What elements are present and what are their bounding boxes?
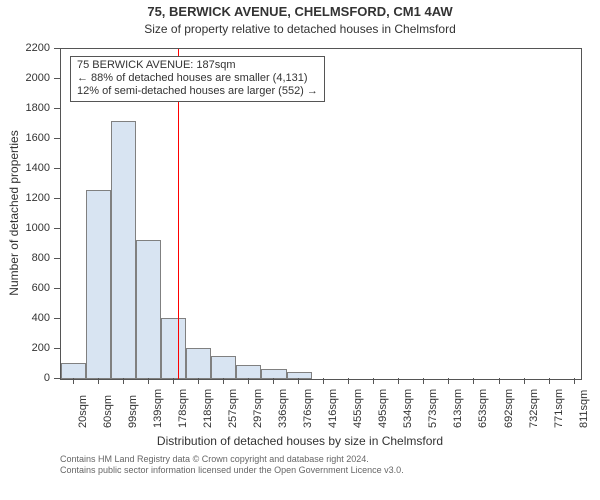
x-tick-label: 336sqm <box>277 389 289 428</box>
annotation-line-2: ← 88% of detached houses are smaller (4,… <box>77 72 318 85</box>
attribution-footer: Contains HM Land Registry data © Crown c… <box>60 454 590 477</box>
y-tick-label: 2000 <box>0 72 50 84</box>
x-tick-label: 218sqm <box>202 389 214 428</box>
x-tick-label: 60sqm <box>102 395 114 428</box>
x-tick <box>198 378 199 384</box>
histogram-bar <box>161 318 186 380</box>
x-tick <box>398 378 399 384</box>
histogram-bar <box>111 121 136 379</box>
x-tick <box>298 378 299 384</box>
histogram-bar <box>186 348 211 380</box>
x-tick-label: 653sqm <box>477 389 489 428</box>
x-tick-label: 416sqm <box>327 389 339 428</box>
x-tick <box>323 378 324 384</box>
y-tick-label: 200 <box>0 342 50 354</box>
y-axis-label: Number of detached properties <box>7 130 21 295</box>
x-tick-label: 613sqm <box>452 389 464 428</box>
y-tick <box>54 198 60 199</box>
x-tick <box>574 378 575 384</box>
x-tick <box>549 378 550 384</box>
y-tick-label: 1400 <box>0 162 50 174</box>
y-tick <box>54 228 60 229</box>
x-tick-label: 20sqm <box>77 395 89 428</box>
x-tick <box>223 378 224 384</box>
y-tick <box>54 138 60 139</box>
x-tick <box>499 378 500 384</box>
x-tick <box>423 378 424 384</box>
y-tick <box>54 318 60 319</box>
y-tick <box>54 288 60 289</box>
y-tick <box>54 258 60 259</box>
y-tick <box>54 378 60 379</box>
x-tick <box>373 378 374 384</box>
x-tick <box>173 378 174 384</box>
x-tick-label: 257sqm <box>227 389 239 428</box>
x-tick-label: 732sqm <box>528 389 540 428</box>
footer-line-2: Contains public sector information licen… <box>60 465 590 476</box>
y-tick-label: 1000 <box>0 222 50 234</box>
annotation-box: 75 BERWICK AVENUE: 187sqm ← 88% of detac… <box>70 56 325 102</box>
y-tick-label: 400 <box>0 312 50 324</box>
y-tick <box>54 48 60 49</box>
chart-title: 75, BERWICK AVENUE, CHELMSFORD, CM1 4AW <box>0 4 600 19</box>
x-tick <box>524 378 525 384</box>
x-tick-label: 376sqm <box>302 389 314 428</box>
y-tick <box>54 78 60 79</box>
x-tick <box>248 378 249 384</box>
x-tick-label: 534sqm <box>402 389 414 428</box>
y-tick <box>54 348 60 349</box>
footer-line-1: Contains HM Land Registry data © Crown c… <box>60 454 590 465</box>
x-axis-label: Distribution of detached houses by size … <box>0 434 600 448</box>
x-tick <box>273 378 274 384</box>
x-tick <box>123 378 124 384</box>
y-tick <box>54 168 60 169</box>
x-tick-label: 811sqm <box>578 390 590 428</box>
x-tick-label: 573sqm <box>427 389 439 428</box>
x-tick-label: 178sqm <box>177 389 189 428</box>
x-tick-label: 692sqm <box>503 389 515 428</box>
x-tick <box>73 378 74 384</box>
annotation-line-1: 75 BERWICK AVENUE: 187sqm <box>77 59 318 72</box>
x-tick <box>348 378 349 384</box>
chart-subtitle: Size of property relative to detached ho… <box>0 22 600 36</box>
y-tick-label: 1800 <box>0 102 50 114</box>
y-tick-label: 600 <box>0 282 50 294</box>
annotation-line-3: 12% of semi-detached houses are larger (… <box>77 85 318 98</box>
x-tick-label: 455sqm <box>352 389 364 428</box>
y-tick-label: 1200 <box>0 192 50 204</box>
x-tick <box>98 378 99 384</box>
x-tick-label: 771sqm <box>553 389 565 428</box>
x-tick-label: 99sqm <box>127 395 139 428</box>
x-tick-label: 495sqm <box>377 389 389 428</box>
histogram-bar <box>86 190 111 379</box>
chart-frame: 75, BERWICK AVENUE, CHELMSFORD, CM1 4AW … <box>0 0 600 500</box>
histogram-bar <box>136 240 161 379</box>
histogram-bar <box>61 363 86 379</box>
y-tick-label: 0 <box>0 372 50 384</box>
y-tick-label: 1600 <box>0 132 50 144</box>
histogram-bar <box>236 365 261 379</box>
y-tick-label: 2200 <box>0 42 50 54</box>
x-tick <box>473 378 474 384</box>
x-tick <box>148 378 149 384</box>
x-tick-label: 297sqm <box>252 389 264 428</box>
x-tick-label: 139sqm <box>152 389 164 428</box>
y-tick-label: 800 <box>0 252 50 264</box>
x-tick <box>448 378 449 384</box>
y-tick <box>54 108 60 109</box>
histogram-bar <box>211 356 236 379</box>
